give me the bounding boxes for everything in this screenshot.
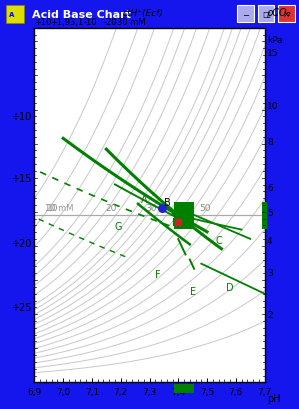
- Text: 10 mM: 10 mM: [45, 203, 73, 212]
- Text: ─: ─: [243, 10, 248, 19]
- Bar: [278, 6, 295, 23]
- Text: kPa: kPa: [267, 36, 283, 45]
- Text: A: A: [141, 194, 147, 204]
- Text: A: A: [9, 12, 14, 18]
- Text: 5: 5: [267, 208, 273, 217]
- Text: 30: 30: [145, 203, 157, 212]
- Text: C: C: [216, 235, 222, 245]
- Text: Acid Base Chart: Acid Base Chart: [32, 10, 131, 20]
- Text: 3: 3: [267, 268, 273, 277]
- Bar: [237, 6, 254, 23]
- Text: -20: -20: [104, 18, 117, 27]
- Text: 10: 10: [47, 203, 59, 212]
- Text: 15: 15: [267, 49, 278, 58]
- Bar: [174, 384, 194, 393]
- Text: B: B: [164, 198, 171, 207]
- Text: D: D: [226, 283, 234, 292]
- Text: 40: 40: [176, 203, 187, 212]
- Text: 2: 2: [267, 311, 273, 320]
- Text: 20: 20: [105, 203, 116, 212]
- Text: ρCO₂: ρCO₂: [267, 8, 292, 18]
- Text: +20: +20: [11, 238, 31, 248]
- Text: ctH⁺(Ecf): ctH⁺(Ecf): [122, 9, 163, 18]
- Bar: [262, 202, 268, 229]
- Text: +10: +10: [11, 112, 31, 122]
- Text: 10: 10: [267, 102, 278, 111]
- Bar: [6, 6, 24, 24]
- Text: +25: +25: [11, 303, 31, 312]
- Text: pH: pH: [267, 393, 280, 403]
- Text: F: F: [155, 269, 161, 279]
- Bar: [258, 6, 274, 23]
- Text: -30 mM: -30 mM: [114, 18, 146, 27]
- Text: 8: 8: [267, 137, 273, 146]
- Text: +1,93,1: +1,93,1: [50, 18, 83, 27]
- Text: 6: 6: [267, 183, 273, 192]
- Text: -10: -10: [84, 18, 97, 27]
- Text: I: I: [171, 218, 175, 228]
- Text: 50: 50: [199, 203, 211, 212]
- Text: G: G: [115, 221, 123, 231]
- Text: +10: +10: [34, 18, 51, 27]
- Text: ×: ×: [283, 10, 290, 19]
- Text: +15: +15: [11, 173, 31, 183]
- Text: □: □: [262, 10, 270, 19]
- Text: 4: 4: [267, 236, 273, 245]
- Bar: [174, 202, 194, 229]
- Text: E: E: [190, 286, 196, 296]
